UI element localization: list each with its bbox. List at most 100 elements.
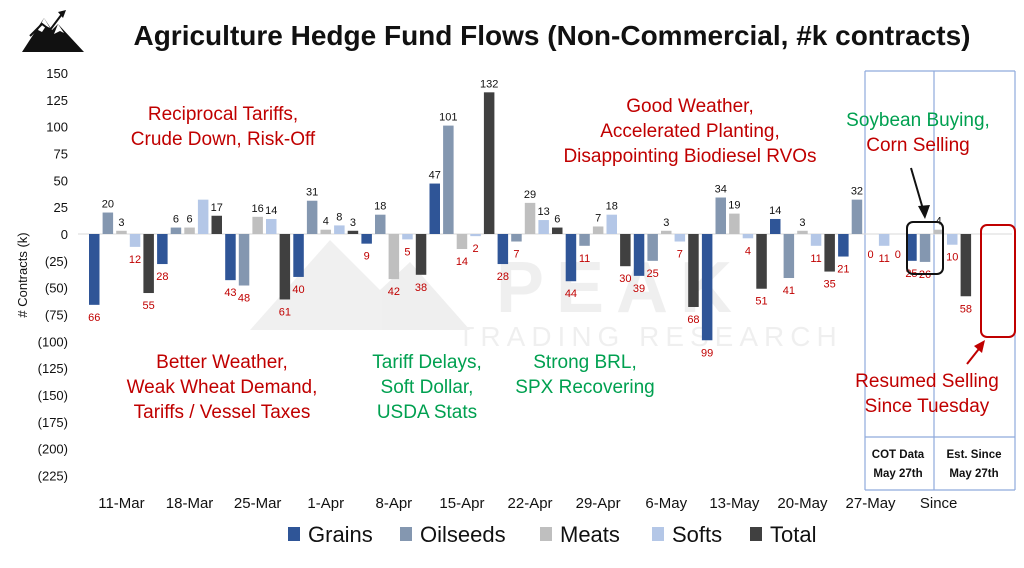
data-label: 55 [143,300,155,312]
annotation-text: Soft Dollar, [381,377,474,398]
bar-grains-29-Apr [565,234,577,282]
y-tick-label: 100 [46,120,68,135]
data-label: 14 [769,205,781,217]
legend-swatch-oilseeds [400,527,412,541]
annotations: Reciprocal Tariffs, Crude Down, Risk-Off B… [127,96,999,423]
x-tick-label: 8-Apr [376,495,413,512]
annotation-text: Crude Down, Risk-Off [131,129,316,150]
data-label: 58 [960,303,972,315]
y-tick-label: (50) [45,281,68,296]
data-label: 3 [350,217,356,229]
x-tick-label: 22-Apr [508,495,553,512]
bar-oilseeds-29-Apr [579,234,590,246]
annotation-text: SPX Recovering [515,377,654,398]
y-tick-label: 50 [54,173,68,188]
bar-oilseeds-25-Mar [238,234,250,286]
annotation-text: Better Weather, [156,352,288,373]
annotation-text: Resumed Selling [855,371,999,392]
data-label: 43 [224,287,236,299]
data-label: 47 [429,170,441,182]
x-tick-label: 27-May [846,495,897,512]
mountain-logo-icon [22,10,84,52]
bar-grains-22-Apr [497,234,509,265]
data-label: 17 [211,202,223,214]
bar-total-8-Apr [415,234,427,275]
y-tick-label: 125 [46,93,68,108]
legend: Grains Oilseeds Meats Softs Total [288,522,816,547]
bar-grains-1-Apr [293,234,304,277]
bar-grains-27-May [838,234,849,257]
bar-oilseeds-1-Apr [306,200,318,234]
bar-meats-13-May [729,213,740,234]
bar-oilseeds-20-May [783,234,795,279]
bar-oilseeds-15-Apr [443,125,454,234]
bar-softs-8-Apr [402,234,413,240]
data-label: 39 [633,283,645,295]
annotation-text: Reciprocal Tariffs, [148,104,298,125]
legend-label: Meats [560,522,620,547]
data-label: 101 [439,112,457,124]
bar-oilseeds-6-May [647,234,658,261]
x-tick-label: 15-Apr [439,495,484,512]
annotation-text: Corn Selling [866,135,970,156]
data-label: 132 [480,78,498,90]
bar-total-11-Mar [143,234,154,294]
bar-softs-20-May [810,234,822,246]
legend-swatch-grains [288,527,300,541]
bar-softs-18-Mar [197,199,209,234]
period-boxes: COT Data May 27th Est. Since May 27th [864,70,1016,491]
y-tick-label: 75 [54,147,68,162]
bar-oilseeds-11-Mar [102,212,114,234]
x-tick-label: 6-May [645,495,687,512]
data-label: 11 [579,253,590,265]
x-tick-label: 25-Mar [234,495,282,512]
data-label: 4 [745,245,751,257]
bar-softs-6-May [674,234,686,242]
data-label: 4 [323,216,329,228]
bar-grains-Since [906,234,917,261]
data-label: 6 [554,214,560,226]
data-label: 44 [565,288,577,300]
data-label: 11 [810,253,821,265]
bar-meats-25-Mar [252,216,263,234]
x-tick-label: 13-May [709,495,760,512]
bar-total-1-Apr [347,230,359,234]
data-label: 3 [118,217,124,229]
x-tick-label: Since [920,495,958,512]
callout-box-black [906,221,944,275]
x-tick-label: 11-Mar [98,495,144,512]
period-box-label: COT Data [872,449,925,461]
data-label: 28 [156,271,168,283]
legend-label: Grains [308,522,373,547]
bar-meats-15-Apr [456,234,468,250]
bar-softs-22-Apr [538,220,549,234]
annotation-text: USDA Stats [377,402,477,423]
bar-oilseeds-Since [919,234,931,262]
x-tick-label: 1-Apr [307,495,344,512]
annotation-text: Good Weather, [626,96,753,117]
data-label: 41 [783,285,795,297]
data-label: 6 [186,214,192,226]
bar-softs-1-Apr [334,225,345,234]
y-tick-label: 150 [46,66,68,81]
data-label: 40 [292,284,304,296]
bar-total-22-Apr [552,227,563,234]
bar-total-15-Apr [483,92,495,234]
annotation-text: Tariff Delays, [372,352,481,373]
data-label: 16 [252,203,264,215]
y-tick-label: (25) [45,254,68,269]
bar-softs-11-Mar [129,234,141,247]
bar-softs-29-Apr [606,214,617,234]
data-label: 38 [415,282,427,294]
bar-meats-22-Apr [524,202,536,234]
y-tick-label: (150) [38,388,68,403]
x-axis-ticks: 11-Mar 18-Mar 25-Mar 1-Apr 8-Apr 15-Apr 22-Apr… [98,495,957,512]
data-label: 7 [595,212,601,224]
data-label: 42 [388,286,400,298]
legend-swatch-softs [652,527,664,541]
bar-total-6-May [688,234,699,307]
data-label: 2 [472,243,478,255]
bar-grains-8-Apr [361,234,372,244]
bar-meats-29-Apr [592,226,604,234]
